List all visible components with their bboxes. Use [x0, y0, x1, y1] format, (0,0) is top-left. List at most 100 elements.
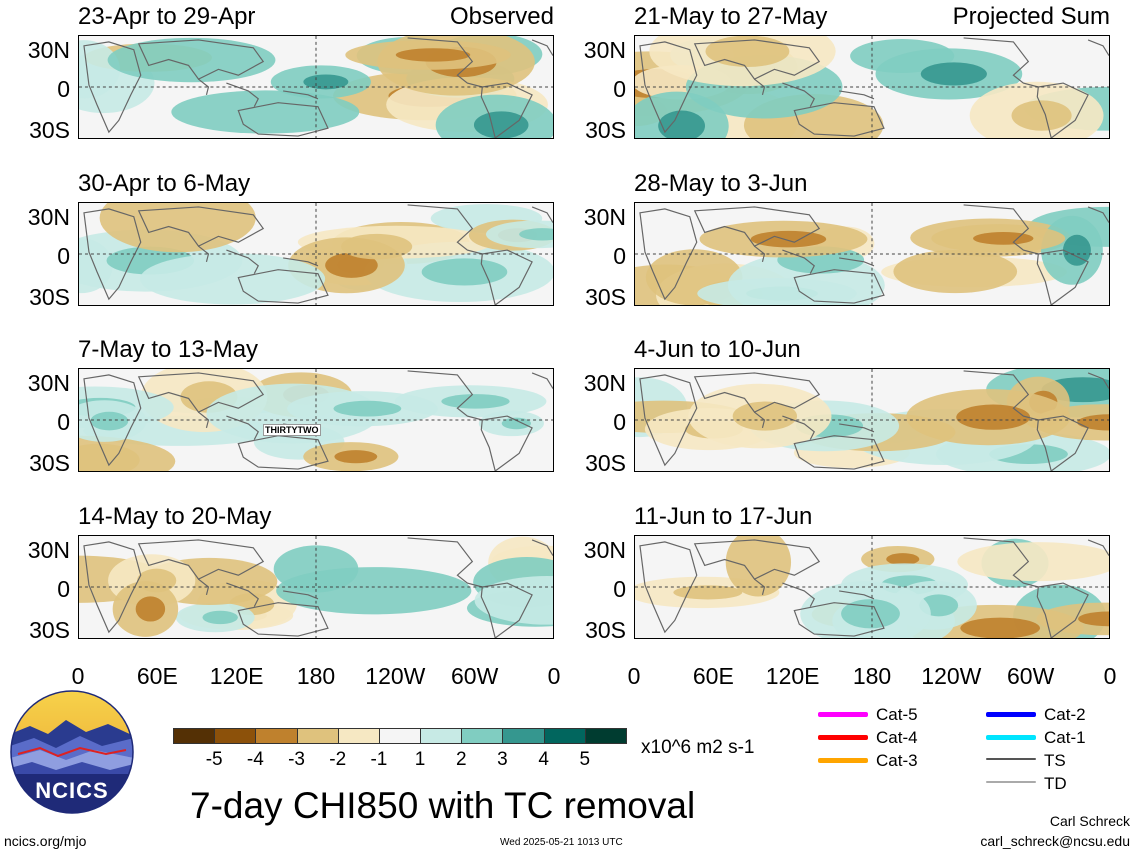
anomaly-field — [79, 369, 553, 471]
lat-tick-label: 30S — [585, 617, 626, 643]
anomaly-field — [635, 36, 1109, 138]
colorbar-label: -5 — [205, 749, 223, 770]
legend-line — [818, 758, 868, 763]
colorbar-label: 4 — [538, 749, 549, 770]
lat-tick-label: 0 — [57, 409, 70, 435]
colorbar-swatch — [337, 728, 380, 744]
lat-tick-label: 30S — [585, 284, 626, 310]
lon-tick-label: 60E — [136, 663, 178, 689]
column-header: Observed — [449, 3, 554, 30]
lat-tick-label: 30N — [583, 37, 626, 63]
panel-date-label: 11-Jun to 17-Jun — [634, 503, 813, 530]
lat-tick-label: 0 — [613, 576, 626, 602]
lat-tick-label: 30S — [29, 284, 70, 310]
lon-tick-label: 60W — [451, 663, 499, 689]
lat-tick-label: 30N — [27, 204, 70, 230]
lat-tick-label: 30N — [27, 537, 70, 563]
colorbar-label: -2 — [329, 749, 347, 770]
footer-timestamp: Wed 2025-05-21 1013 UTC — [500, 837, 623, 848]
lon-tick-label: 180 — [852, 663, 892, 689]
map-panel — [78, 35, 554, 139]
legend-label: Cat-3 — [876, 751, 918, 770]
map-panel — [78, 202, 554, 306]
legend-line — [986, 758, 1036, 760]
map-panel — [78, 535, 554, 639]
legend-line — [986, 781, 1036, 783]
colorbar-label: -4 — [246, 749, 264, 770]
legend-label: Cat-1 — [1044, 728, 1086, 747]
lon-tick-label: 60W — [1007, 663, 1055, 689]
units-label: x10^6 m2 s-1 — [641, 737, 755, 758]
footer-author: Carl Schreck — [1049, 813, 1130, 829]
map-panel — [634, 535, 1110, 639]
ncics-logo: NCICS — [10, 690, 134, 814]
lat-tick-label: 30S — [585, 450, 626, 476]
anomaly-field — [79, 36, 553, 138]
panel-date-label: 28-May to 3-Jun — [634, 170, 808, 197]
colorbar-label: 5 — [579, 749, 591, 770]
lat-tick-label: 30N — [583, 537, 626, 563]
legend-label: Cat-2 — [1044, 705, 1086, 724]
lat-tick-label: 0 — [57, 243, 70, 269]
map-panel — [634, 368, 1110, 472]
panel-date-label: 7-May to 13-May — [78, 336, 259, 363]
lat-tick-label: 30N — [27, 370, 70, 396]
map-panel — [78, 368, 554, 472]
footer-url: ncics.org/mjo — [4, 833, 87, 849]
legend-line — [818, 735, 868, 740]
colorbar-label: 3 — [497, 749, 508, 770]
colorbar-swatch — [255, 728, 298, 744]
anomaly-field — [635, 369, 1109, 471]
colorbar-swatch — [420, 728, 463, 744]
lon-tick-label: 120E — [209, 663, 264, 689]
colorbar-swatch — [296, 728, 339, 744]
legend-label: Cat-5 — [876, 705, 918, 724]
colorbar-label: -3 — [288, 749, 305, 770]
lon-tick-label: 0 — [71, 663, 85, 689]
colorbar-swatch — [378, 728, 422, 744]
map-panel — [634, 35, 1110, 139]
colorbar-swatch — [584, 728, 627, 744]
panel-date-label: 4-Jun to 10-Jun — [634, 336, 801, 363]
lon-tick-label: 60E — [692, 663, 734, 689]
footer-email: carl_schreck@ncsu.edu — [980, 833, 1130, 849]
lon-tick-label: 120W — [365, 663, 426, 689]
lat-tick-label: 0 — [57, 576, 70, 602]
lat-tick-label: 30S — [29, 450, 70, 476]
colorbar-swatch — [214, 728, 257, 744]
colorbar-swatch — [173, 728, 216, 744]
lat-tick-label: 0 — [613, 76, 626, 102]
lat-tick-label: 30N — [583, 370, 626, 396]
colorbar-label: 2 — [455, 749, 467, 770]
colorbar-label: 1 — [414, 749, 426, 770]
legend-line — [818, 712, 868, 717]
storm-label: THIRTYTWO — [263, 424, 321, 436]
lon-tick-label: 0 — [627, 663, 641, 689]
anomaly-field — [635, 536, 1109, 638]
logo-text: NCICS — [35, 778, 109, 803]
lat-tick-label: 30S — [29, 617, 70, 643]
colorbar-swatch — [543, 728, 586, 744]
legend-line — [986, 712, 1036, 717]
anomaly-field — [79, 203, 553, 305]
legend-label: TS — [1044, 751, 1066, 770]
lon-tick-label: 180 — [296, 663, 336, 689]
panel-date-label: 14-May to 20-May — [78, 503, 272, 530]
colorbar-swatch — [502, 728, 545, 744]
chart-title: 7-day CHI850 with TC removal — [190, 785, 696, 826]
lat-tick-label: 0 — [613, 409, 626, 435]
panel-date-label: 23-Apr to 29-Apr — [78, 3, 256, 30]
column-header: Projected Sum — [952, 3, 1110, 30]
lat-tick-label: 30N — [583, 204, 626, 230]
lat-tick-label: 0 — [613, 243, 626, 269]
legend-label: TD — [1044, 774, 1067, 793]
lon-tick-label: 0 — [547, 663, 561, 689]
legend-line — [986, 735, 1036, 740]
anomaly-field — [635, 203, 1109, 305]
panel-date-label: 30-Apr to 6-May — [78, 170, 251, 197]
anomaly-field — [79, 536, 553, 638]
map-panel — [634, 202, 1110, 306]
lat-tick-label: 0 — [57, 76, 70, 102]
colorbar-swatch — [461, 728, 504, 744]
legend-label: Cat-4 — [876, 728, 918, 747]
